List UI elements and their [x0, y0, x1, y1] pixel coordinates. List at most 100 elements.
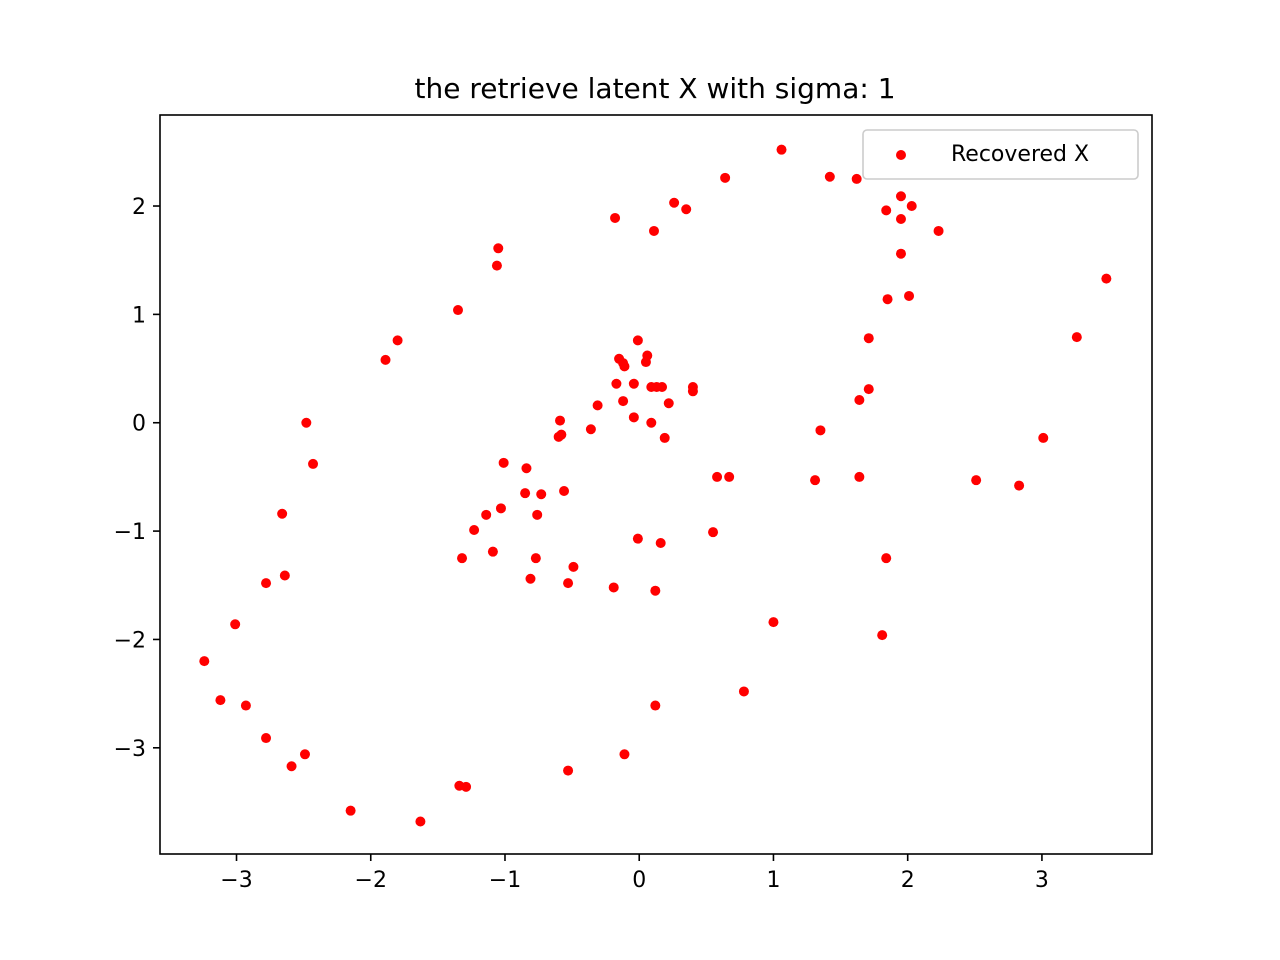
scatter-point — [650, 700, 661, 711]
x-tick-label: 0 — [632, 868, 646, 893]
scatter-point — [708, 527, 719, 538]
scatter-point — [498, 457, 509, 468]
scatter-point — [1038, 432, 1049, 443]
scatter-point — [415, 816, 426, 827]
y-axis: −3 −2 −1 0 1 2 — [114, 195, 160, 762]
scatter-point — [971, 475, 982, 486]
legend-label: Recovered X — [951, 142, 1089, 167]
scatter-point — [608, 582, 619, 593]
scatter-point — [530, 553, 541, 564]
x-tick-label: −2 — [355, 868, 387, 893]
scatter-point — [650, 585, 661, 596]
x-tick-label: 3 — [1035, 868, 1049, 893]
scatter-point — [851, 173, 862, 184]
scatter-point — [520, 488, 531, 499]
legend: Recovered X — [862, 129, 1139, 180]
scatter-point — [345, 805, 356, 816]
y-tick-label: 0 — [132, 412, 146, 437]
scatter-point — [1071, 332, 1082, 343]
scatter-point — [277, 508, 288, 519]
scatter-point — [453, 305, 464, 316]
scatter-point — [863, 333, 874, 344]
chart-title: the retrieve latent X with sigma: 1 — [414, 72, 895, 105]
scatter-point — [659, 432, 670, 443]
scatter-point — [863, 384, 874, 395]
scatter-point — [632, 533, 643, 544]
scatter-point — [568, 561, 579, 572]
scatter-point — [720, 172, 731, 183]
x-axis: −3 −2 −1 0 1 2 3 — [220, 854, 1049, 893]
data-points — [199, 144, 1112, 827]
scatter-point — [536, 489, 547, 500]
scatter-point — [461, 781, 472, 792]
scatter-point — [663, 398, 674, 409]
scatter-point — [881, 553, 892, 564]
scatter-point — [815, 425, 826, 436]
scatter-point — [776, 144, 787, 155]
scatter-point — [491, 260, 502, 271]
scatter-point — [619, 361, 630, 372]
scatter-point — [563, 578, 574, 589]
scatter-point — [392, 335, 403, 346]
scatter-point — [521, 463, 532, 474]
scatter-point — [904, 290, 915, 301]
scatter-point — [618, 396, 629, 407]
scatter-point — [487, 546, 498, 557]
scatter-point — [933, 225, 944, 236]
axes-frame — [159, 114, 1153, 855]
y-tick-label: −1 — [114, 520, 146, 545]
scatter-point — [854, 471, 865, 482]
y-tick-label: 1 — [132, 303, 146, 328]
scatter-point — [810, 475, 821, 486]
scatter-point — [301, 417, 312, 428]
scatter-point — [906, 201, 917, 212]
scatter-point — [563, 765, 574, 776]
scatter-point — [655, 538, 666, 549]
scatter-point — [380, 354, 391, 365]
scatter-point — [240, 700, 251, 711]
scatter-point — [261, 578, 272, 589]
scatter-point — [308, 458, 319, 469]
scatter-point — [199, 656, 210, 667]
scatter-point — [628, 378, 639, 389]
scatter-point — [1101, 273, 1112, 284]
scatter-point — [469, 525, 480, 536]
scatter-point — [738, 686, 749, 697]
scatter-point — [895, 214, 906, 225]
scatter-point — [525, 573, 536, 584]
scatter-point — [657, 381, 668, 392]
scatter-point — [495, 503, 506, 514]
legend-marker — [896, 150, 906, 160]
scatter-point — [286, 761, 297, 772]
scatter-point — [877, 630, 888, 641]
scatter-point — [687, 386, 698, 397]
scatter-point — [457, 553, 468, 564]
scatter-point — [555, 415, 566, 426]
scatter-point — [895, 191, 906, 202]
y-tick-label: −2 — [114, 628, 146, 653]
scatter-point — [610, 212, 621, 223]
y-tick-label: −3 — [114, 737, 146, 762]
scatter-point — [559, 486, 570, 497]
scatter-point — [648, 225, 659, 236]
x-tick-label: 1 — [766, 868, 780, 893]
scatter-point — [712, 471, 723, 482]
scatter-point — [628, 412, 639, 423]
scatter-point — [669, 197, 680, 208]
x-tick-label: 2 — [901, 868, 915, 893]
scatter-point — [279, 570, 290, 581]
scatter-point — [481, 509, 492, 520]
y-tick-label: 2 — [132, 195, 146, 220]
scatter-point — [646, 417, 657, 428]
scatter-point — [895, 248, 906, 259]
scatter-point — [230, 619, 241, 630]
scatter-point — [532, 509, 543, 520]
scatter-point — [611, 378, 622, 389]
scatter-point — [215, 695, 226, 706]
scatter-point — [724, 471, 735, 482]
scatter-point — [632, 335, 643, 346]
scatter-point — [585, 424, 596, 435]
scatter-point — [619, 749, 630, 760]
scatter-point — [854, 394, 865, 405]
scatter-point — [299, 749, 310, 760]
